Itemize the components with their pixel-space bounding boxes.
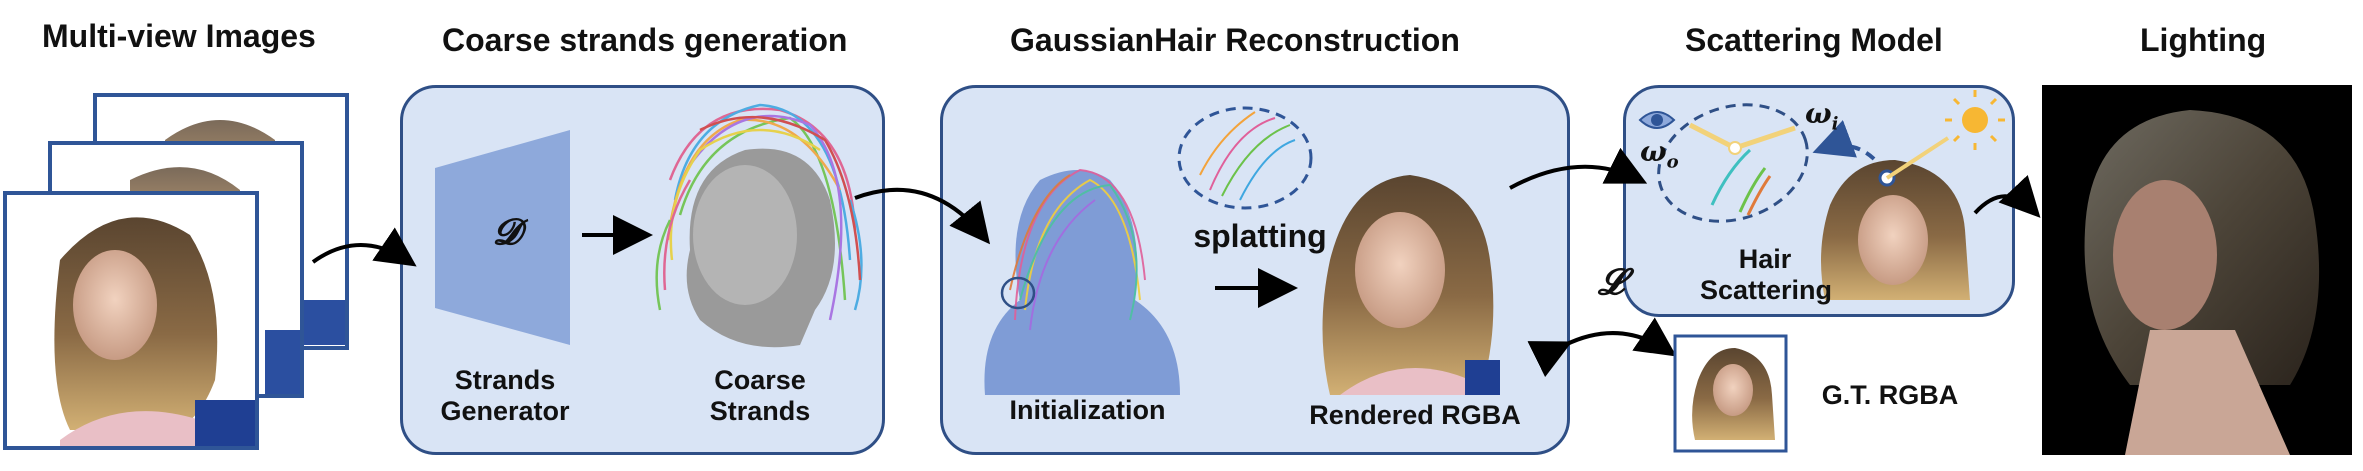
strands-generator-label: Strands Generator [440,365,570,427]
arrow-loss [1527,317,1677,378]
omega-o-label: ωo [1640,135,1679,173]
gt-rgba-image [1673,334,1788,453]
scattering-portrait [1821,160,1970,300]
title-multiview-images: Multi-view Images [42,18,316,54]
decoder-symbol: 𝓓 [493,211,521,253]
hair-scattering-label: Hair Scattering [1700,244,1833,306]
arrow-scattering-to-lighting [1973,174,2041,218]
arrow-rendered-to-scattering [1509,147,1648,190]
eye-icon [1638,111,1676,129]
title-gaussianhair-reconstruction: GaussianHair Reconstruction [1010,22,1460,58]
title-lighting: Lighting [2140,22,2267,58]
scattering-illustration [1638,90,2005,300]
rendered-rgba-label: Rendered RGBA [1309,400,1521,430]
splatting-label: splatting [1193,218,1327,254]
arrow-coarse-to-gaussian [854,187,991,245]
coarse-strands-head [655,103,863,348]
rendered-rgba-image [1322,175,1500,395]
multiview-image-stack [3,93,349,450]
omega-i-label: ωi [1805,97,1839,135]
arrow-multiview-to-coarse [311,227,417,267]
title-scattering-model: Scattering Model [1685,22,1943,58]
loss-symbol: 𝓛 [1598,261,1625,303]
lighting-image [2042,85,2352,455]
sun-icon [1945,90,2005,150]
title-coarse-strands-generation: Coarse strands generation [442,22,848,58]
portrait-front [54,217,255,446]
strands-generator-shape [435,130,570,345]
coarse-strands-label: Coarse Strands [709,365,811,427]
initialization-label: Initialization [1009,395,1166,425]
gt-rgba-label: G.T. RGBA [1821,380,1959,410]
initialization-image [984,168,1180,395]
splatting-illustration [1177,106,1313,210]
